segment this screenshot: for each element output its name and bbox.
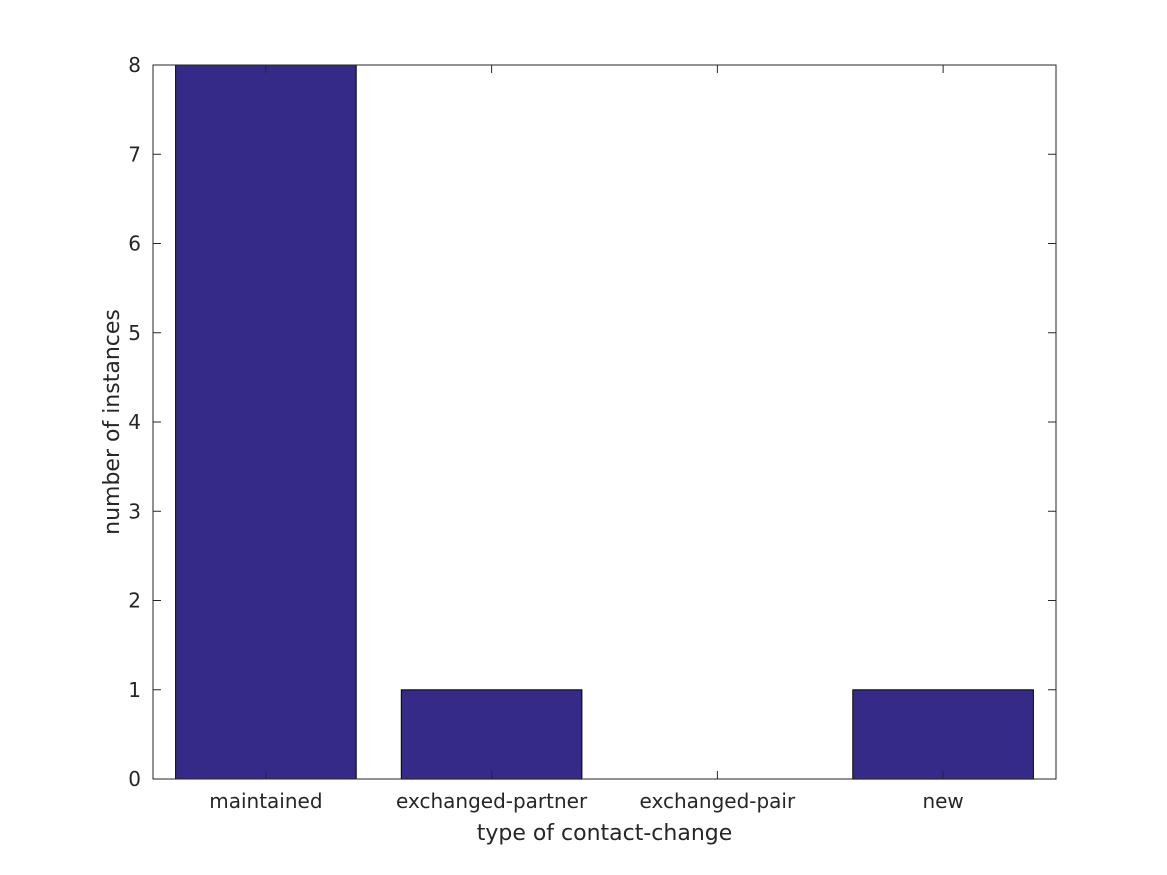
bar-new [852, 689, 1034, 780]
y-tick-label: 5 [128, 321, 141, 345]
y-tick-label: 6 [128, 232, 141, 256]
ticks-layer: maintained exchanged-partner exchanged-pai… [128, 53, 1056, 813]
y-tick-label: 2 [128, 589, 141, 613]
x-axis-label: type of contact-change [477, 821, 733, 846]
y-axis-label: number of instances [100, 309, 125, 535]
bar-maintained [175, 64, 357, 780]
y-tick-label: 0 [128, 767, 141, 791]
bars-layer [175, 64, 1034, 780]
x-tick-label: new [922, 789, 963, 813]
y-tick-label: 3 [128, 499, 141, 523]
y-tick-label: 7 [128, 142, 141, 166]
x-tick-label: exchanged-partner [396, 789, 588, 813]
y-tick-label: 1 [128, 678, 141, 702]
bar-exchanged-partner [400, 689, 583, 780]
x-tick-label: exchanged-pair [640, 789, 796, 813]
x-tick-label: maintained [209, 789, 322, 813]
y-tick-label: 8 [128, 53, 141, 77]
y-tick-label: 4 [128, 410, 141, 434]
